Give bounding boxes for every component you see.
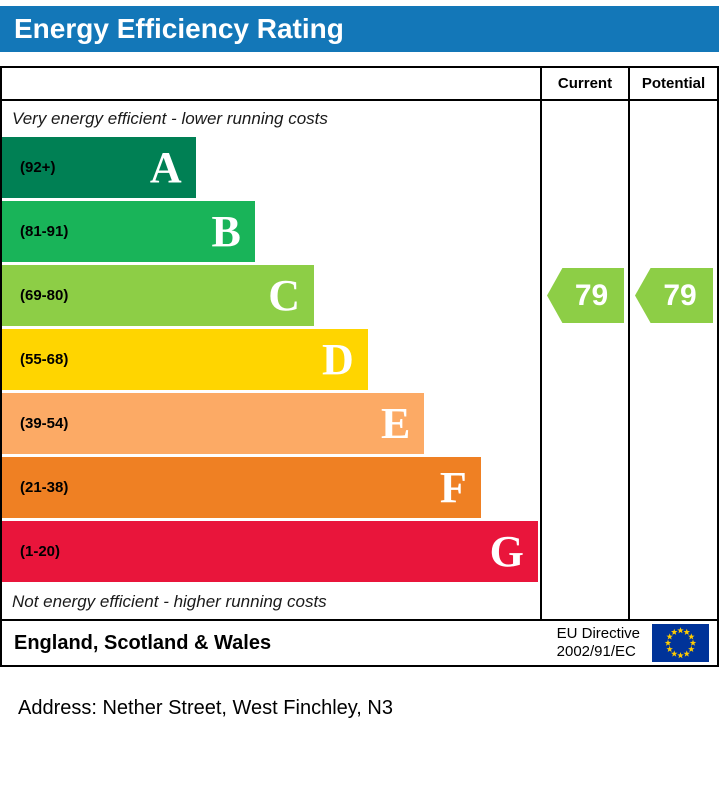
band-row-g: (1-20) G	[2, 521, 540, 585]
band-row-d: (55-68) D	[2, 329, 540, 393]
current-rating-value: 79	[574, 278, 609, 312]
band-letter: B	[211, 207, 241, 256]
eu-directive-line2: 2002/91/EC	[556, 643, 636, 660]
band-bar-c: (69-80) C	[2, 265, 315, 326]
eu-directive-label: EU Directive 2002/91/EC	[557, 625, 640, 661]
band-row-e: (39-54) E	[2, 393, 540, 457]
band-range-label: (92+)	[20, 159, 56, 176]
band-bar-f: (21-38) F	[2, 457, 481, 518]
chart-grid: Current Potential Very energy efficient …	[2, 68, 717, 619]
band-letter: F	[439, 463, 467, 512]
band-bar-e: (39-54) E	[2, 393, 425, 454]
band-letter: A	[149, 143, 182, 192]
potential-rating-value: 79	[663, 278, 697, 312]
band-bar-d: (55-68) D	[2, 329, 368, 390]
footer: England, Scotland & Wales EU Directive 2…	[0, 621, 719, 667]
band-range-label: (39-54)	[20, 415, 69, 432]
band-bar-a: (92+) A	[2, 137, 196, 198]
band-letter: E	[380, 399, 411, 448]
bands-container: (92+) A (81-91) B (69-80) C (55-68) D (39-54) E (2…	[2, 137, 540, 585]
band-range-label: (81-91)	[20, 223, 69, 240]
current-rating-cell: 79	[540, 101, 628, 619]
top-note: Very energy efficient - lower running co…	[12, 109, 328, 128]
band-letter: D	[322, 335, 354, 384]
band-bar-b: (81-91) B	[2, 201, 255, 262]
eu-flag-icon	[652, 624, 709, 662]
band-range-label: (69-80)	[20, 287, 69, 304]
potential-rating-cell: 79	[628, 101, 717, 619]
current-column-header: Current	[540, 68, 628, 101]
energy-efficiency-chart: Current Potential Very energy efficient …	[0, 66, 719, 621]
band-range-label: (55-68)	[20, 351, 69, 368]
eu-directive-line1: EU Directive	[556, 625, 640, 642]
band-row-a: (92+) A	[2, 137, 540, 201]
bands-panel: Very energy efficient - lower running co…	[2, 101, 540, 619]
potential-column-header: Potential	[628, 68, 717, 101]
bottom-note: Not energy efficient - higher running co…	[12, 592, 327, 611]
band-letter: C	[268, 271, 301, 320]
region-label: England, Scotland & Wales	[14, 631, 272, 654]
band-row-b: (81-91) B	[2, 201, 540, 265]
band-range-label: (21-38)	[20, 479, 69, 496]
band-letter: G	[489, 527, 524, 576]
address-line: Address: Nether Street, West Finchley, N…	[18, 697, 393, 719]
epc-page: Energy Efficiency Rating Current Potenti…	[0, 6, 719, 719]
chart-corner-cell	[2, 68, 540, 101]
potential-rating-arrow: 79	[635, 268, 713, 323]
band-row-f: (21-38) F	[2, 457, 540, 521]
band-bar-g: (1-20) G	[2, 521, 538, 582]
current-rating-arrow: 79	[547, 268, 624, 323]
band-row-c: (69-80) C	[2, 265, 540, 329]
band-range-label: (1-20)	[20, 543, 61, 560]
page-title: Energy Efficiency Rating	[0, 6, 719, 52]
